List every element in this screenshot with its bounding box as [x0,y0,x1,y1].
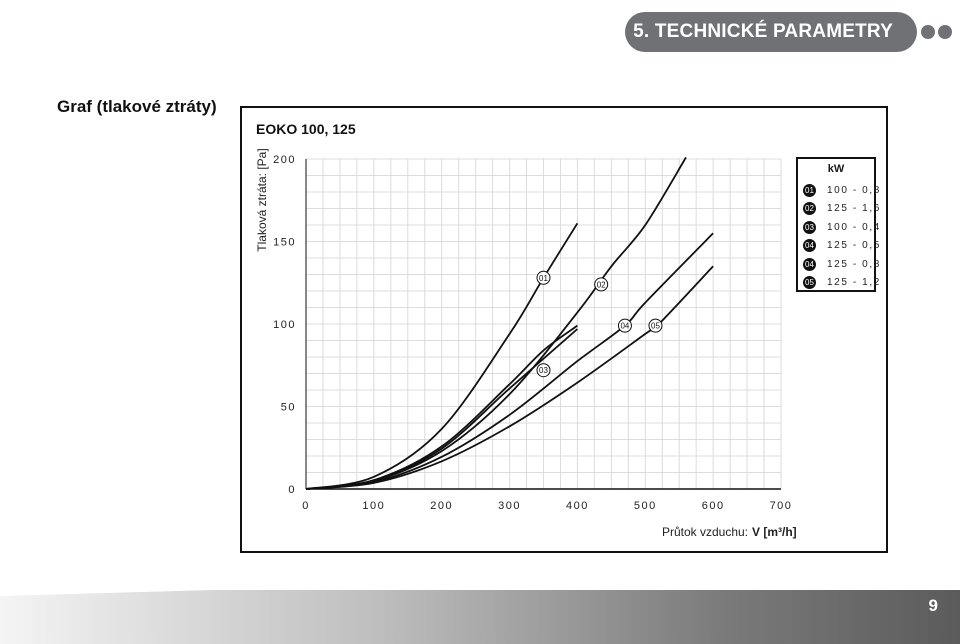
legend-badge: 02 [803,202,816,215]
curve-badge [594,277,609,292]
legend-label: 100 - 0,4 [827,221,881,233]
chart-frame [240,106,888,553]
decorative-dot [938,25,952,39]
chart-title: EOKO 100, 125 [256,121,356,137]
legend-item: 03 100 - 0,4 [803,220,881,234]
legend-label: 125 - 0,5 [827,240,881,251]
y-tick-label: 150 [273,237,296,249]
x-axis-label: Průtok vzduchu: [662,525,748,539]
curve-badge [648,318,663,333]
legend-label: 125 - 0,8 [827,258,881,270]
x-tick-label: 200 [430,500,453,512]
page-number: 9 [928,596,938,615]
x-tick-label: 300 [498,500,521,512]
legend-unit: kW [827,163,845,175]
legend-item: 04 125 - 0,8 [803,257,881,271]
decorative-dot [921,25,935,39]
x-tick-label: 500 [634,500,657,512]
header-title: 5. TECHNICKÉ PARAMETRY [633,21,893,42]
x-tick-label: 100 [362,500,385,512]
curve-badge [536,270,551,285]
curve-badge [617,318,632,333]
legend-badge: 01 [803,183,816,197]
x-tick-label: 600 [702,500,725,512]
y-tick-label: 50 [281,402,296,414]
curve-badge-label: 04 [620,322,629,331]
y-tick-label: 100 [273,319,296,331]
curve-badge-label: 01 [539,274,548,283]
series-line-04 [305,232,714,490]
legend: kW 01 100 - 0,8 02 125 - 1,6 03 100 - 0,4 04 12… [796,157,879,292]
curve-badge-label: 02 [597,280,606,289]
legend-item: 05 125 - 1,2 [803,276,881,290]
grid [305,158,782,490]
y-tick-label: 200 [273,154,296,166]
curve-badge-label: 03 [539,366,548,375]
footer-bar [0,590,960,644]
legend-item: 02 125 - 1,6 [803,202,881,216]
legend-badge: 03 [803,220,816,234]
legend-badge: 05 [803,276,816,289]
legend-label: 125 - 1,6 [827,203,881,214]
curve-badge-label: 05 [651,322,660,331]
legend-item: 01 100 - 0,8 [803,183,881,197]
curve-badge [536,363,551,378]
header-banner: 5. TECHNICKÉ PARAMETRY [625,12,917,52]
legend-badge: 04 [803,257,816,271]
legend-badge: 04 [803,239,816,252]
x-tick-label: 400 [566,500,589,512]
x-tick-label: 0 [302,500,310,512]
section-title: Graf (tlakové ztráty) [57,97,217,116]
legend-item: 04 125 - 0,5 [803,239,881,253]
x-axis-unit: V [m³/h] [752,525,797,539]
y-tick-label: 0 [288,484,296,496]
legend-label: 100 - 0,8 [827,184,881,196]
x-tick-label: 700 [770,500,793,512]
legend-label: 125 - 1,2 [827,277,881,288]
